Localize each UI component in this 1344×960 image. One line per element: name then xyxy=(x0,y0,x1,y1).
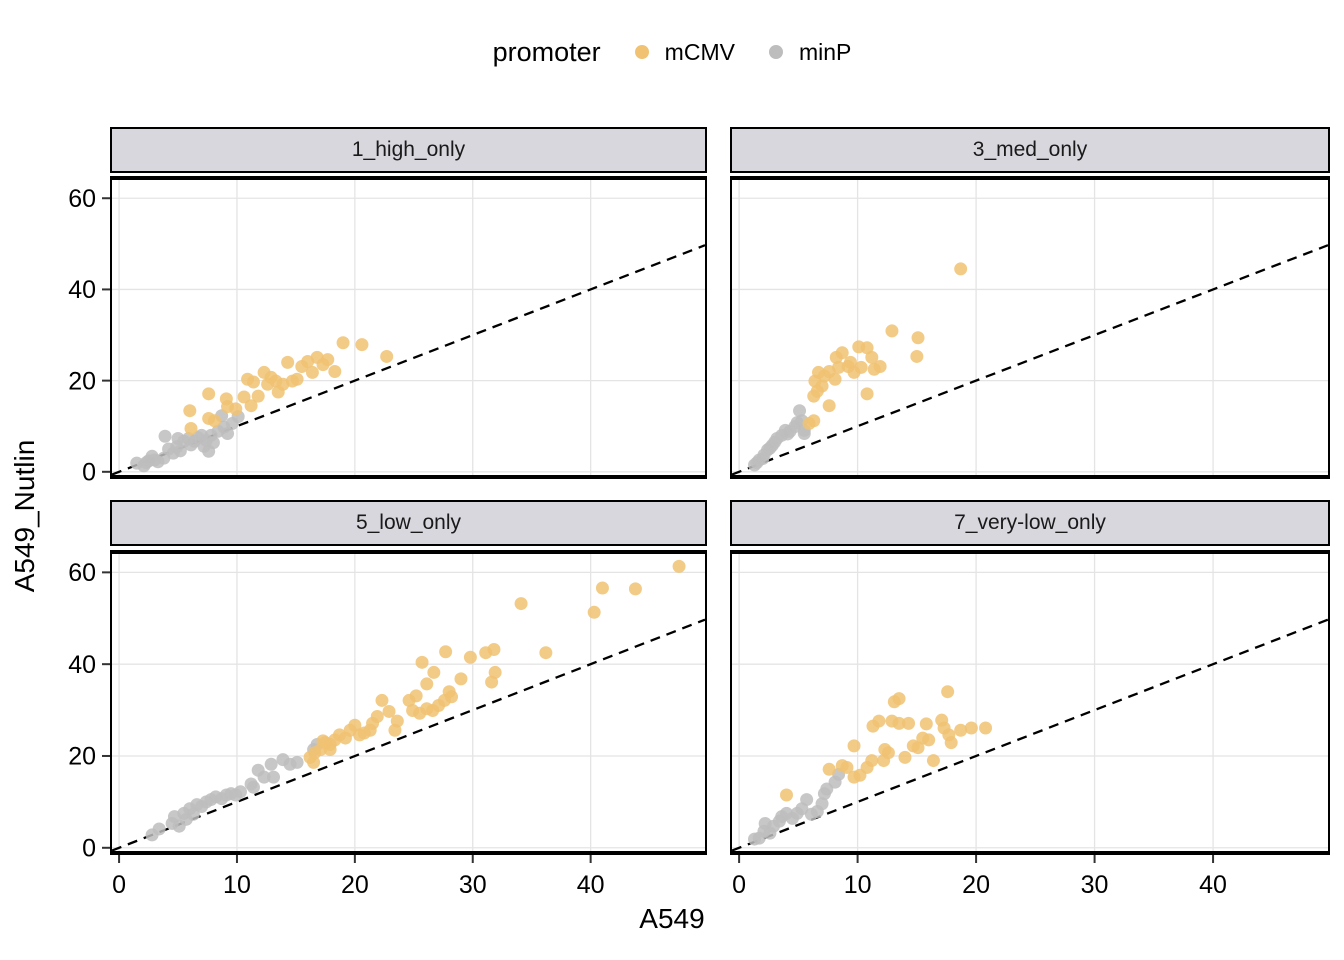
legend-item-minp: minP xyxy=(768,38,852,66)
facet-label: 7_very-low_only xyxy=(954,511,1106,534)
svg-text:20: 20 xyxy=(341,871,369,899)
facet-label: 1_high_only xyxy=(351,138,466,161)
legend: promoter mCMV minP xyxy=(0,30,1344,74)
svg-text:0: 0 xyxy=(732,871,746,899)
scatter-panel-5-low-only: 0 10 20 30 40 0 20 40 60 xyxy=(68,550,707,899)
facet-strip-7-very-low-only: 7_very-low_only xyxy=(730,500,1330,546)
svg-text:40: 40 xyxy=(577,871,605,899)
svg-text:60: 60 xyxy=(68,185,96,213)
minp-dot-icon xyxy=(768,45,783,59)
svg-text:10: 10 xyxy=(223,871,251,899)
mcmv-dot-icon xyxy=(634,45,649,59)
svg-text:30: 30 xyxy=(1081,871,1109,899)
facet-strip-5-low-only: 5_low_only xyxy=(110,500,707,546)
svg-text:20: 20 xyxy=(962,871,990,899)
svg-text:20: 20 xyxy=(68,367,96,395)
scatter-panel-3-med-only xyxy=(730,176,1330,479)
svg-text:10: 10 xyxy=(844,871,872,899)
legend-title: promoter xyxy=(492,36,601,67)
svg-text:40: 40 xyxy=(68,276,96,304)
scatter-panel-7-very-low-only: 0 10 20 30 40 xyxy=(730,550,1330,899)
svg-text:30: 30 xyxy=(459,871,487,899)
facet-strip-1-high-only: 1_high_only xyxy=(110,127,707,173)
svg-text:60: 60 xyxy=(68,559,96,587)
facet-label: 5_low_only xyxy=(355,511,462,534)
svg-text:0: 0 xyxy=(82,459,96,487)
x-axis-title: A549 xyxy=(639,903,705,934)
svg-text:0: 0 xyxy=(112,871,126,899)
facet-strip-3-med-only: 3_med_only xyxy=(730,127,1330,173)
y-axis-title: A549_Nutlin xyxy=(9,439,40,593)
svg-text:40: 40 xyxy=(68,651,96,679)
scatter-panel-1-high-only: 0 20 40 60 xyxy=(68,176,707,487)
svg-text:20: 20 xyxy=(68,743,96,771)
svg-text:40: 40 xyxy=(1199,871,1227,899)
legend-label-minp: minP xyxy=(798,38,852,65)
legend-item-mcmv: mCMV xyxy=(634,38,735,66)
legend-label-mcmv: mCMV xyxy=(664,38,735,65)
facet-label: 3_med_only xyxy=(972,138,1088,161)
svg-text:0: 0 xyxy=(82,835,96,863)
